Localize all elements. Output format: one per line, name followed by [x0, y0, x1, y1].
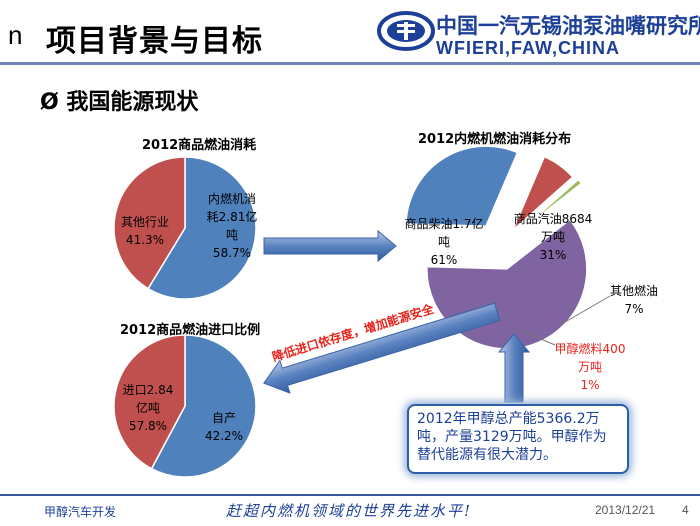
arrow-down-left-icon — [263, 302, 501, 394]
slice-pct-label: 58.7% — [212, 246, 252, 260]
slice-pct-label: 57.8% — [128, 419, 168, 433]
slice-label-line: 自产 — [211, 411, 236, 425]
slice-label-line: 其他行业 — [120, 215, 170, 229]
slice-label-line: 吨 — [225, 228, 239, 242]
slice-label-line: 吨 — [437, 235, 450, 249]
pie3-slice-0-label: 进口2.84 亿吨 57.8% — [123, 381, 174, 435]
section-title: Ø 我国能源现状 — [40, 84, 198, 116]
slice-label-line: 进口2.84 — [122, 383, 174, 397]
slice-pct-label: 31% — [539, 248, 567, 262]
pie1-slice-0-label: 内燃机消耗2.81亿吨 58.7% — [207, 190, 258, 262]
callout-box: 2012年甲醇总产能5366.2万吨，产量3129万吨。甲醇作为替代能源有很大潜… — [407, 404, 629, 474]
page-number: 4 — [682, 503, 689, 517]
slice-label-line: 内燃机消 — [207, 192, 257, 206]
slice-pct-label: 61% — [430, 253, 458, 267]
logo-text-en: WFIERI,FAW,CHINA — [436, 38, 620, 58]
pie2-slice-2-label: 其他燃油 7% — [610, 282, 658, 318]
pie2-slice-2 — [512, 155, 574, 231]
footer-divider — [0, 494, 700, 496]
pie2-slice-1 — [405, 145, 519, 227]
slice-label-line: 甲醇燃料400 — [554, 342, 626, 356]
slice-pct-label: 42.2% — [204, 429, 244, 443]
pie3-slice-0 — [150, 334, 257, 478]
slice-label-line: 耗2.81亿 — [206, 210, 258, 224]
pie-chart-fuel-consumption — [113, 156, 257, 300]
slice-label-line: 亿吨 — [135, 401, 161, 415]
slice-label-line: 商品汽油8684 — [513, 212, 593, 226]
section-title-text: 我国能源现状 — [66, 90, 199, 115]
arrow-up-icon — [497, 333, 531, 403]
pie2-slice-1-label: 商品汽油8684 万吨 31% — [514, 210, 593, 264]
slice-pct-label: 1% — [580, 378, 600, 392]
header-bullet: n — [8, 20, 23, 50]
section-bullet: Ø — [40, 90, 59, 115]
pie2-slice-0-label: 商品柴油1.7亿吨 61% — [404, 215, 483, 269]
footer-slogan: 赶超内燃机领域的世界先进水平! — [226, 502, 473, 520]
footer-project: 甲醇汽车开发 — [44, 505, 117, 519]
pie1-slice-1-label: 其他行业 41.3% — [121, 213, 169, 249]
header-divider — [0, 62, 700, 65]
slice-pct-label: 41.3% — [125, 233, 165, 247]
pie3-slice-1-label: 自产 42.2% — [205, 409, 243, 445]
slice-label-line: 其他燃油 — [609, 284, 659, 298]
slice-label-line: 商品柴油1.7亿 — [404, 217, 484, 231]
logo-text-cn: 中国一汽无锡油泵油嘴研究所 — [436, 14, 700, 38]
page-title: 项目背景与目标 — [46, 24, 263, 59]
slice-label-line: 万吨 — [540, 230, 566, 244]
pie1-slice-1 — [113, 156, 186, 290]
leader-line-methanol — [519, 329, 556, 346]
arrow-right-icon — [263, 229, 397, 263]
slice-pct-label: 7% — [624, 302, 644, 316]
chart3-title: 2012商品燃油进口比例 — [120, 323, 261, 338]
chart2-title: 2012内燃机燃油消耗分布 — [418, 132, 572, 147]
pie2-slice-3 — [517, 178, 583, 234]
pie1-slice-0 — [147, 156, 257, 300]
chart1-title: 2012商品燃油消耗 — [142, 138, 257, 153]
slice-label-line: 万吨 — [577, 360, 602, 374]
pie2-slice-3-label: 甲醇燃料400 万吨 1% — [555, 340, 626, 394]
callout-text: 2012年甲醇总产能5366.2万吨，产量3129万吨。甲醇作为替代能源有很大潜… — [417, 411, 607, 463]
footer-date: 2013/12/21 — [595, 503, 656, 517]
pie-chart-import-ratio — [113, 334, 257, 478]
leader-line-other-fuel — [559, 295, 611, 326]
pie3-slice-1 — [113, 334, 186, 470]
